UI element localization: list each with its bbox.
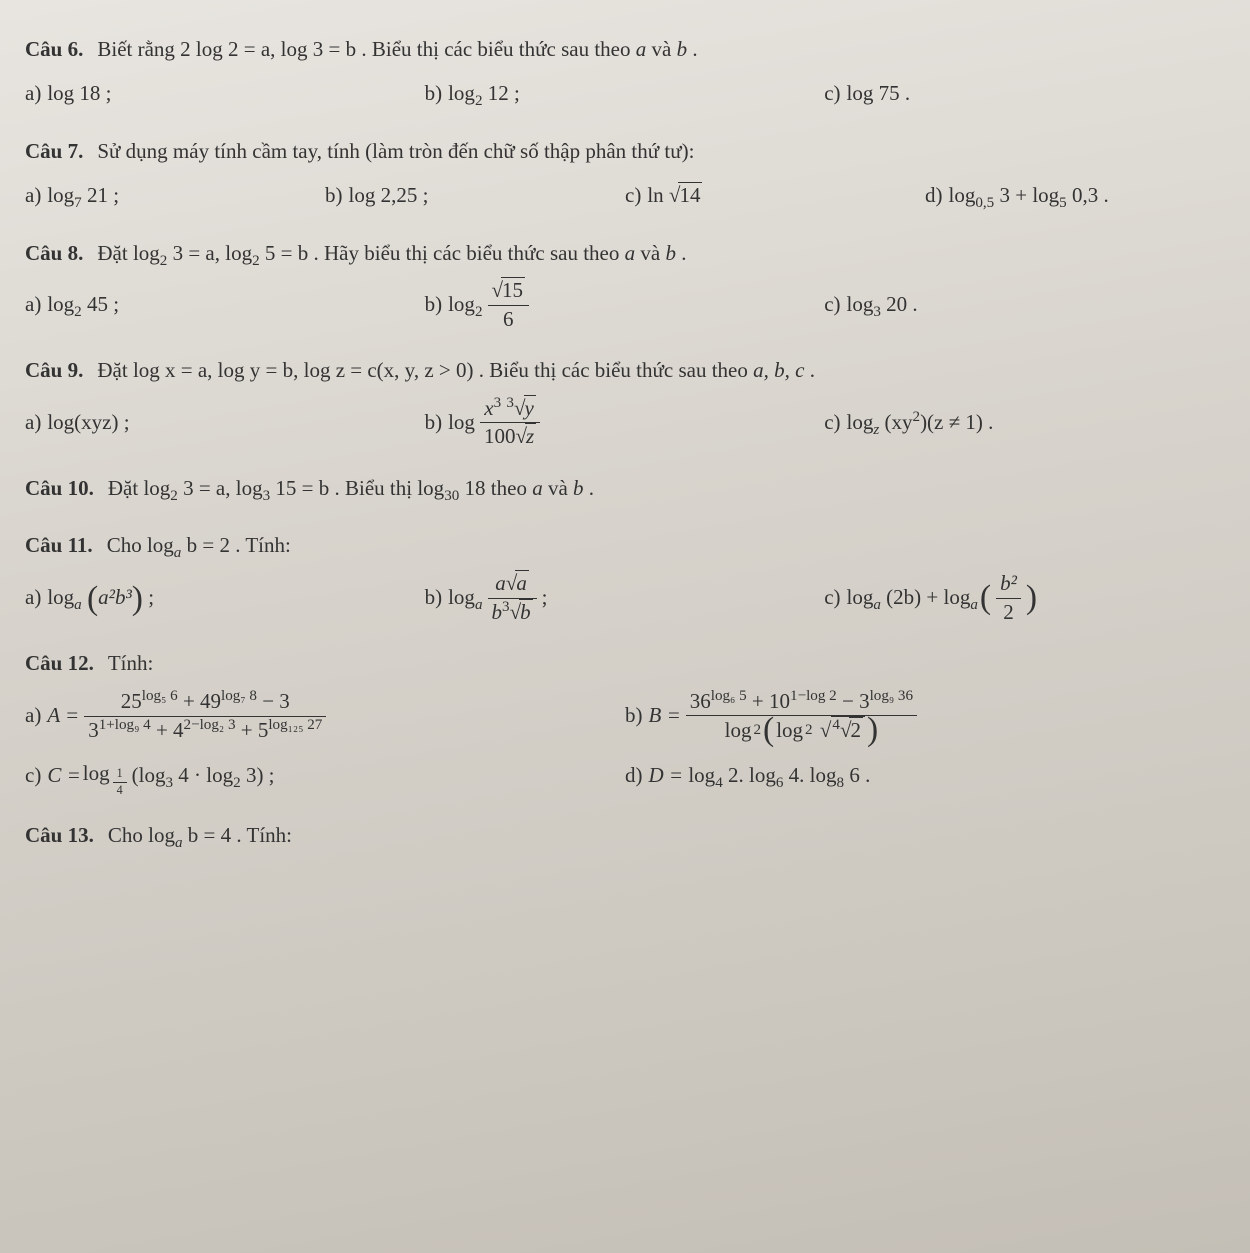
question-11: Câu 11. Cho loga b = 2 . Tính: a) loga (… (25, 526, 1225, 625)
q9-label: Câu 9. (25, 351, 83, 391)
q11-prompt: Cho loga b = 2 . Tính: (107, 526, 291, 566)
q13-prompt: Cho loga b = 4 . Tính: (108, 816, 292, 856)
q11-header: Câu 11. Cho loga b = 2 . Tính: (25, 526, 1225, 566)
q9-parts: a) log(xyz) ; b) log x3 3√y 100√z c) log… (25, 395, 1225, 451)
q6-part-b: b) log2 12 ; (425, 74, 825, 114)
q10-prompt: Đặt log2 3 = a, log3 15 = b . Biểu thị l… (108, 469, 594, 509)
q12-header: Câu 12. Tính: (25, 644, 1225, 684)
q7-part-d: d) log0,5 3 + log5 0,3 . (925, 176, 1225, 216)
question-13: Câu 13. Cho loga b = 4 . Tính: (25, 816, 1225, 856)
question-9: Câu 9. Đặt log x = a, log y = b, log z =… (25, 351, 1225, 450)
q10-label: Câu 10. (25, 469, 94, 509)
question-12: Câu 12. Tính: a) A = 25log₅ 6 + 49log₇ 8… (25, 644, 1225, 798)
q7-part-c: c) ln √14 (625, 176, 925, 216)
q9-part-b: b) log x3 3√y 100√z (425, 395, 825, 451)
q8-label: Câu 8. (25, 234, 83, 274)
q9-prompt: Đặt log x = a, log y = b, log z = c(x, y… (97, 351, 815, 391)
q6-header: Câu 6. Biết rằng 2 log 2 = a, log 3 = b … (25, 30, 1225, 70)
q12-part-d: d) D = log4 2. log6 4. log8 6 . (625, 756, 1225, 796)
q8-part-a: a) log2 45 ; (25, 285, 425, 325)
q12a-fraction: 25log₅ 6 + 49log₇ 8 − 3 31+log₉ 4 + 42−l… (84, 688, 326, 744)
q12-prompt: Tính: (108, 644, 154, 684)
q11-label: Câu 11. (25, 526, 93, 566)
q11-part-a: a) loga (a²b³) ; (25, 578, 425, 618)
question-10: Câu 10. Đặt log2 3 = a, log3 15 = b . Bi… (25, 469, 1225, 509)
q11-part-b: b) loga a√a b3√b ; (425, 570, 825, 626)
q13-header: Câu 13. Cho loga b = 4 . Tính: (25, 816, 1225, 856)
q12b-fraction: 36log₆ 5 + 101−log 2 − 3log₉ 36 log2 ( l… (686, 688, 917, 745)
question-7: Câu 7. Sử dụng máy tính cầm tay, tính (l… (25, 132, 1225, 216)
q9-part-c: c) logz (xy2)(z ≠ 1) . (824, 403, 1224, 443)
q11-parts: a) loga (a²b³) ; b) loga a√a b3√b ; c) l… (25, 570, 1225, 626)
q12-part-c: c) C = log14 (log3 4 · log2 3) ; (25, 754, 625, 798)
q7-part-a: a) log7 21 ; (25, 176, 325, 216)
q8-part-c: c) log3 20 . (824, 285, 1224, 325)
q7-header: Câu 7. Sử dụng máy tính cầm tay, tính (l… (25, 132, 1225, 172)
q12-part-a: a) A = 25log₅ 6 + 49log₇ 8 − 3 31+log₉ 4… (25, 688, 625, 744)
q11c-fraction: b² 2 (996, 570, 1021, 626)
q9b-fraction: x3 3√y 100√z (480, 395, 540, 451)
q7-label: Câu 7. (25, 132, 83, 172)
question-6: Câu 6. Biết rằng 2 log 2 = a, log 3 = b … (25, 30, 1225, 114)
q7-parts: a) log7 21 ; b) log 2,25 ; c) ln √14 d) … (25, 176, 1225, 216)
q11-part-c: c) loga (2b) + loga ( b² 2 ) (824, 570, 1224, 626)
q9-part-a: a) log(xyz) ; (25, 403, 425, 443)
q8-parts: a) log2 45 ; b) log2 √15 6 c) log3 20 . (25, 277, 1225, 333)
q7-prompt: Sử dụng máy tính cầm tay, tính (làm tròn… (97, 132, 694, 172)
q12-part-b: b) B = 36log₆ 5 + 101−log 2 − 3log₉ 36 l… (625, 688, 1225, 745)
q6-prompt: Biết rằng 2 log 2 = a, log 3 = b . Biểu … (97, 30, 697, 70)
q10-header: Câu 10. Đặt log2 3 = a, log3 15 = b . Bi… (25, 469, 1225, 509)
q6-part-c: c) log 75 . (824, 74, 1224, 114)
q6-part-a: a) log 18 ; (25, 74, 425, 114)
q12-parts-row2: c) C = log14 (log3 4 · log2 3) ; d) D = … (25, 754, 1225, 798)
q13-label: Câu 13. (25, 816, 94, 856)
q7-part-b: b) log 2,25 ; (325, 176, 625, 216)
q8b-fraction: √15 6 (488, 277, 530, 333)
q8-header: Câu 8. Đặt log2 3 = a, log2 5 = b . Hãy … (25, 234, 1225, 274)
q12-label: Câu 12. (25, 644, 94, 684)
q8-prompt: Đặt log2 3 = a, log2 5 = b . Hãy biểu th… (97, 234, 686, 274)
q9-header: Câu 9. Đặt log x = a, log y = b, log z =… (25, 351, 1225, 391)
q8-part-b: b) log2 √15 6 (425, 277, 825, 333)
q6-parts: a) log 18 ; b) log2 12 ; c) log 75 . (25, 74, 1225, 114)
q12-parts-row1: a) A = 25log₅ 6 + 49log₇ 8 − 3 31+log₉ 4… (25, 688, 1225, 745)
question-8: Câu 8. Đặt log2 3 = a, log2 5 = b . Hãy … (25, 234, 1225, 333)
q11b-fraction: a√a b3√b (488, 570, 537, 626)
q6-label: Câu 6. (25, 30, 83, 70)
